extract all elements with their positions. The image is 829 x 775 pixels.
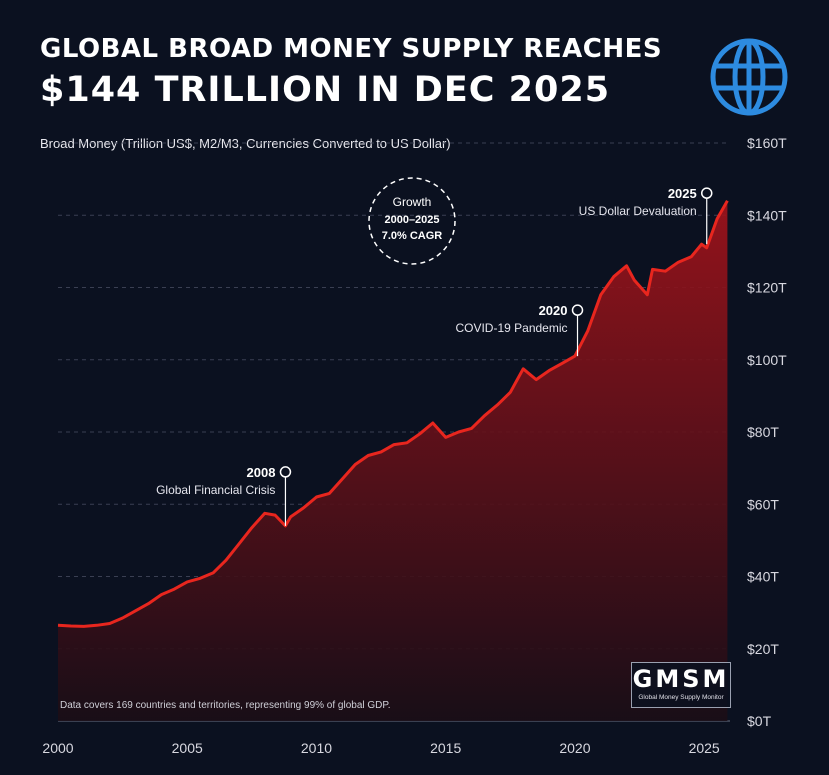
gmsm-logo: GMSM Global Money Supply Monitor — [631, 662, 731, 708]
area-fill — [58, 200, 728, 722]
y-tick-label: $60T — [747, 496, 779, 512]
annotation-year: 2020 — [539, 303, 568, 318]
series-line — [57, 200, 729, 628]
annotation-year: 2008 — [247, 465, 276, 480]
gmsm-logo-subtext: Global Money Supply Monitor — [638, 694, 724, 701]
gmsm-logo-text: GMSM — [632, 665, 730, 693]
globe-icon — [710, 38, 788, 116]
y-tick-label: $80T — [747, 424, 779, 440]
x-tick-label: 2000 — [42, 740, 73, 756]
chart-title-line-2: $144 TRILLION IN DEC 2025 — [40, 70, 611, 110]
x-axis-ticks: 2000 2005 2010 2015 2020 2025 — [42, 740, 720, 756]
y-tick-label: $120T — [747, 280, 787, 296]
annotation-label: US Dollar Devaluation — [579, 204, 697, 218]
x-tick-label: 2025 — [689, 740, 720, 756]
y-tick-label: $140T — [747, 207, 787, 223]
growth-badge-line3: 7.0% CAGR — [382, 230, 443, 242]
y-tick-label: $160T — [747, 135, 787, 151]
x-tick-label: 2010 — [301, 740, 332, 756]
annotations: 2008 Global Financial Crisis 2020 COVID-19 … — [156, 186, 713, 526]
annotation-marker — [279, 466, 292, 478]
growth-badge-line1: Growth — [393, 195, 432, 209]
growth-badge-circle — [368, 177, 456, 265]
y-tick-label: $0T — [747, 713, 772, 729]
y-tick-label: $40T — [747, 569, 779, 585]
annotation-label: Global Financial Crisis — [156, 483, 275, 497]
chart-title-line-1: GLOBAL BROAD MONEY SUPPLY REACHES — [40, 34, 663, 64]
y-tick-label: $100T — [747, 352, 787, 368]
x-tick-label: 2020 — [559, 740, 590, 756]
annotation-marker — [700, 187, 713, 199]
x-tick-label: 2015 — [430, 740, 461, 756]
y-axis-ticks: $0T $20T $40T $60T $80T $100T $120T $140T $160T — [747, 135, 787, 729]
annotation-label: COVID-19 Pandemic — [455, 321, 567, 335]
growth-badge-line2: 2000–2025 — [384, 214, 439, 226]
x-tick-label: 2005 — [172, 740, 203, 756]
footnote: Data covers 169 countries and territorie… — [60, 700, 391, 711]
growth-badge: Growth 2000–2025 7.0% CAGR — [368, 177, 456, 265]
annotation-marker — [571, 304, 584, 316]
y-tick-label: $20T — [747, 641, 779, 657]
annotation-year: 2025 — [668, 186, 697, 201]
